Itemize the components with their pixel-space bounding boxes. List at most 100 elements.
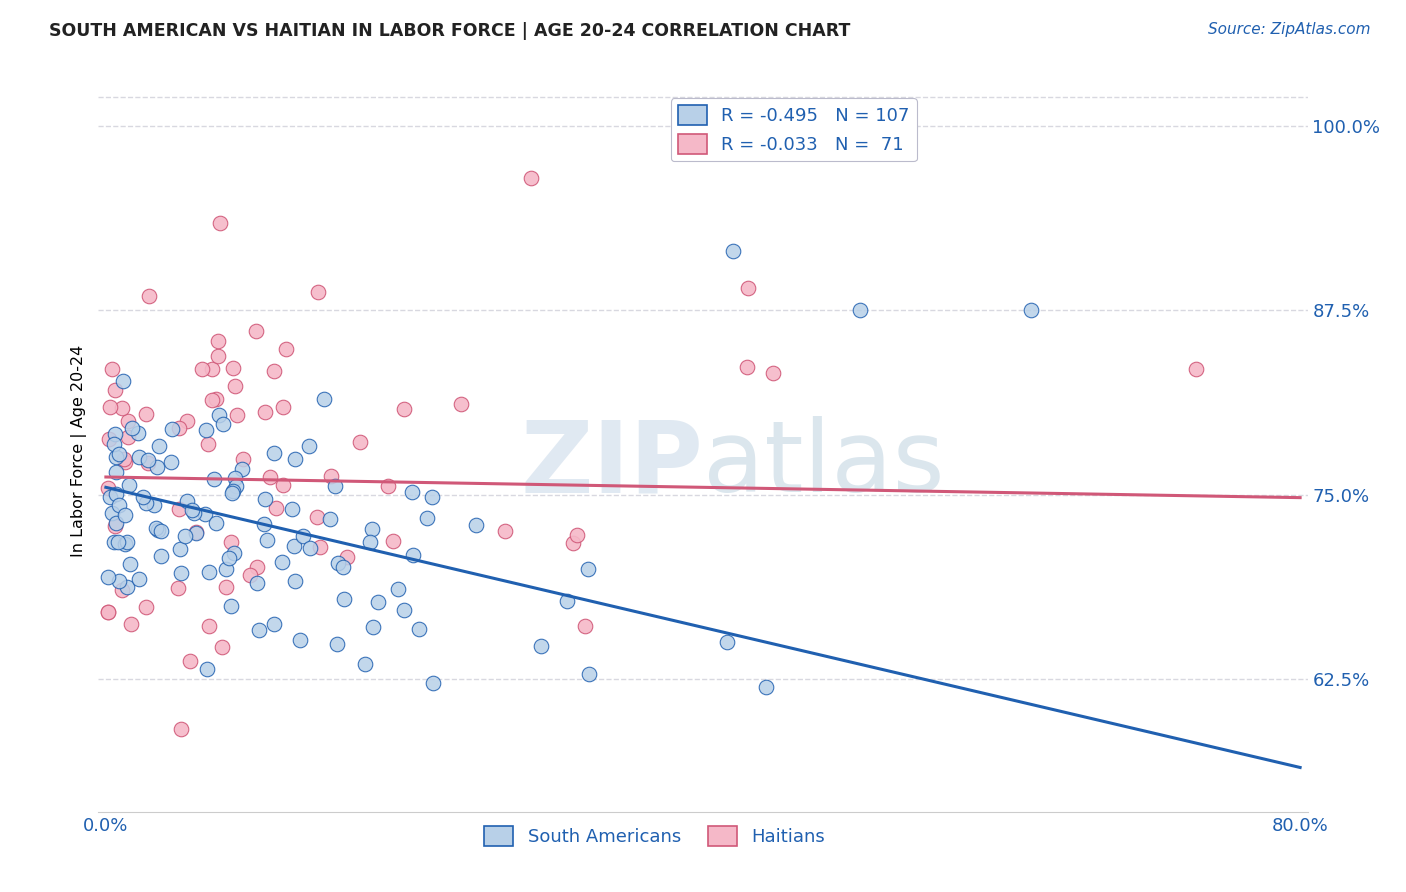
Point <box>174 529 197 543</box>
Point <box>98 400 121 414</box>
Text: Source: ZipAtlas.com: Source: ZipAtlas.com <box>1208 22 1371 37</box>
Point <box>253 516 276 531</box>
Point <box>150 524 173 539</box>
Point <box>222 484 245 499</box>
Point <box>319 511 342 525</box>
Point <box>762 366 785 380</box>
Point <box>464 518 486 533</box>
Point <box>103 383 125 397</box>
Point <box>97 570 120 584</box>
Point <box>530 639 553 653</box>
Point <box>112 452 135 467</box>
Point <box>97 481 120 495</box>
Y-axis label: In Labor Force | Age 20-24: In Labor Force | Age 20-24 <box>72 344 87 557</box>
Point <box>382 533 405 548</box>
Point <box>239 568 262 582</box>
Point <box>107 535 129 549</box>
Point <box>103 535 125 549</box>
Point <box>191 362 214 376</box>
Point <box>221 485 243 500</box>
Point <box>202 472 225 486</box>
Point <box>359 535 381 549</box>
Point <box>755 680 778 694</box>
Point <box>367 595 389 609</box>
Point <box>848 303 870 318</box>
Point <box>336 550 359 565</box>
Point <box>160 454 183 468</box>
Point <box>361 620 384 634</box>
Point <box>349 435 371 450</box>
Point <box>103 518 125 533</box>
Point <box>194 424 217 438</box>
Point <box>291 529 314 543</box>
Point <box>576 562 599 576</box>
Point <box>735 360 758 375</box>
Point <box>377 478 399 492</box>
Point <box>110 401 132 415</box>
Point <box>201 393 224 408</box>
Point <box>332 559 354 574</box>
Point <box>325 637 347 651</box>
Point <box>259 470 281 484</box>
Point <box>136 453 159 467</box>
Point <box>101 507 124 521</box>
Point <box>273 478 295 492</box>
Point <box>307 510 329 524</box>
Point <box>298 439 321 453</box>
Point <box>105 450 128 465</box>
Point <box>193 507 215 521</box>
Point <box>97 605 120 619</box>
Point <box>271 400 294 414</box>
Text: ZIP: ZIP <box>520 417 703 514</box>
Point <box>146 460 169 475</box>
Point <box>207 349 229 363</box>
Point <box>225 478 247 492</box>
Point <box>207 334 229 349</box>
Point <box>167 420 190 434</box>
Point <box>103 436 125 450</box>
Point <box>326 557 349 571</box>
Point <box>208 216 231 230</box>
Point <box>246 575 269 590</box>
Point <box>108 574 131 589</box>
Point <box>120 616 142 631</box>
Point <box>450 397 472 411</box>
Point <box>215 561 238 575</box>
Point <box>565 527 588 541</box>
Point <box>224 471 246 485</box>
Point <box>578 667 600 681</box>
Point <box>360 523 382 537</box>
Point <box>716 635 738 649</box>
Point <box>195 662 218 676</box>
Point <box>232 452 254 467</box>
Legend: South Americans, Haitians: South Americans, Haitians <box>477 819 832 854</box>
Point <box>394 402 416 417</box>
Point <box>263 617 285 632</box>
Point <box>420 490 443 504</box>
Point <box>253 405 276 419</box>
Point <box>288 632 311 647</box>
Point <box>392 603 415 617</box>
Point <box>180 503 202 517</box>
Point <box>186 525 208 540</box>
Point <box>176 493 198 508</box>
Point <box>114 508 136 522</box>
Text: atlas: atlas <box>703 417 945 514</box>
Point <box>254 492 277 507</box>
Point <box>520 170 543 185</box>
Point <box>737 281 759 295</box>
Point <box>555 594 578 608</box>
Point <box>204 516 226 531</box>
Point <box>167 502 190 516</box>
Point <box>314 392 336 406</box>
Point <box>176 414 198 428</box>
Point <box>170 723 193 737</box>
Point <box>184 524 207 539</box>
Point <box>245 324 267 338</box>
Point <box>201 361 224 376</box>
Point <box>100 362 122 376</box>
Point <box>148 439 170 453</box>
Point <box>208 408 231 422</box>
Point <box>107 447 129 461</box>
Point <box>224 378 246 392</box>
